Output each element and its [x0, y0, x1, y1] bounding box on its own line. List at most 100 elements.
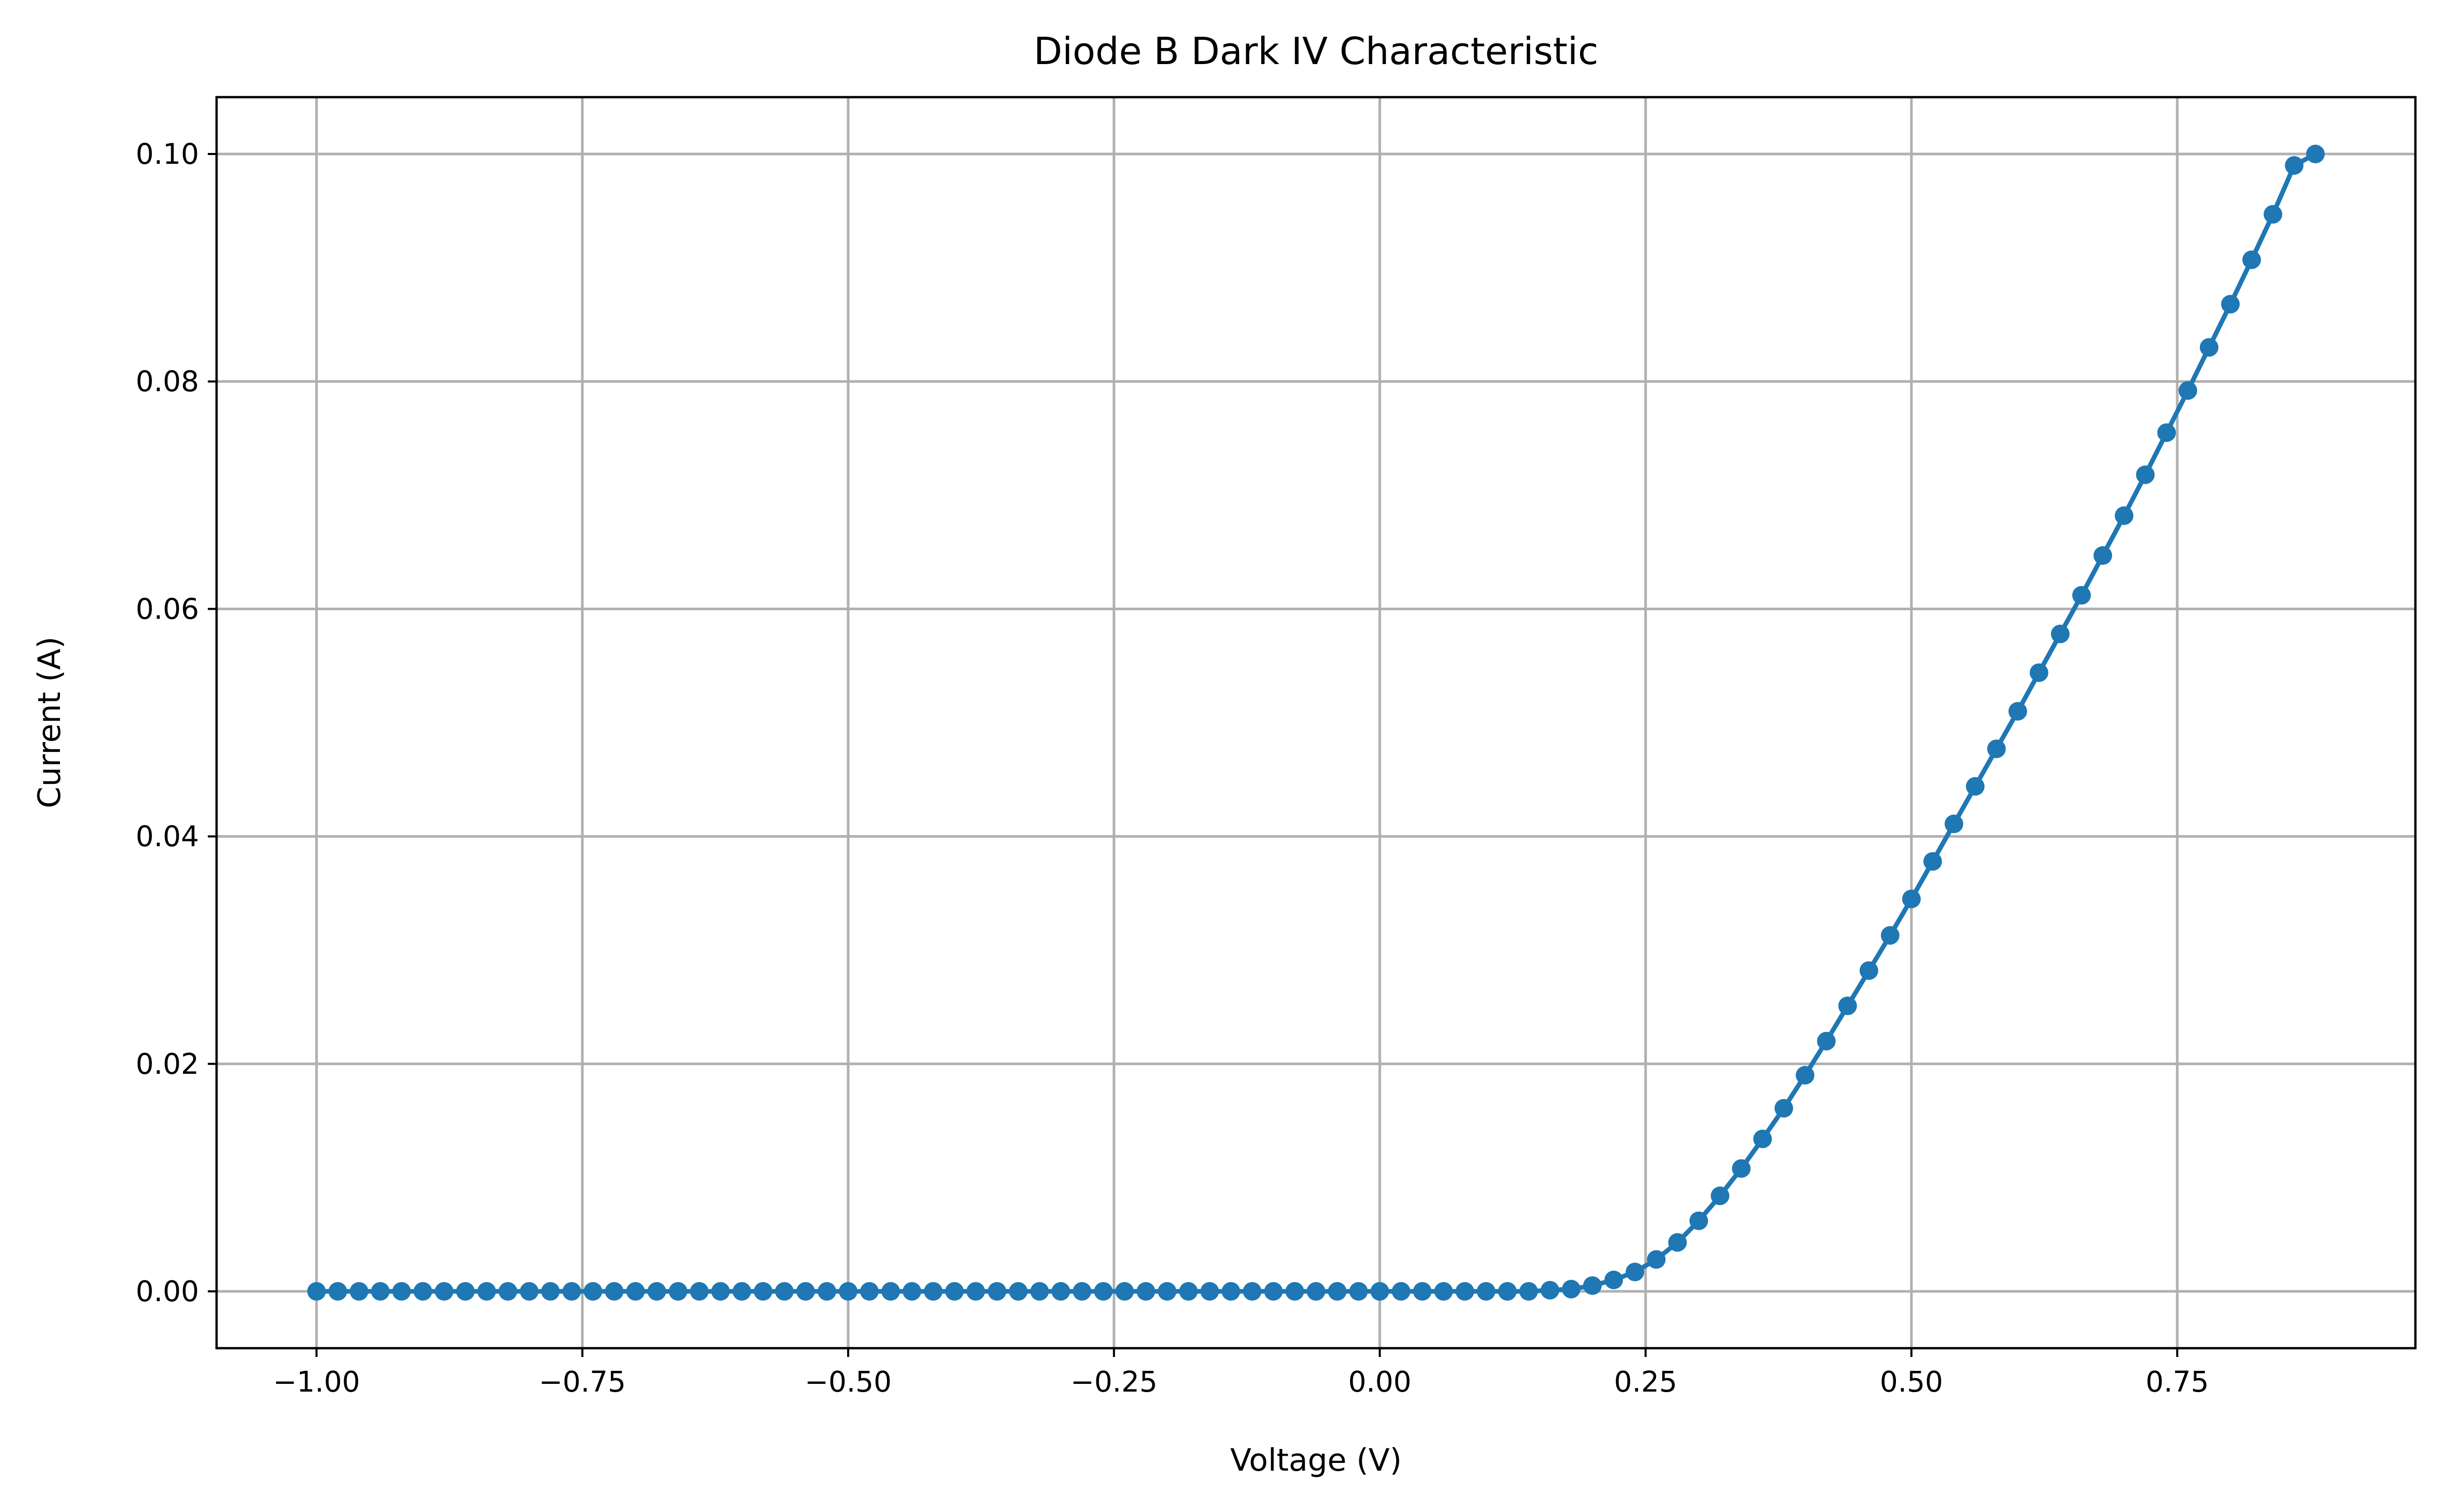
data-point: [1434, 1282, 1453, 1301]
y-tick-label: 0.08: [136, 365, 199, 398]
data-point: [647, 1282, 666, 1301]
data-point: [1562, 1279, 1581, 1299]
data-point: [817, 1282, 836, 1301]
x-tick-label: 0.75: [2146, 1365, 2209, 1398]
data-point: [1285, 1282, 1304, 1301]
data-point: [392, 1282, 411, 1301]
data-point: [1945, 814, 1964, 834]
data-point: [1923, 852, 1942, 871]
data-point: [1030, 1282, 1049, 1301]
data-point: [1498, 1282, 1517, 1301]
data-point: [2157, 423, 2176, 442]
y-tick-label: 0.00: [136, 1275, 199, 1308]
data-point: [966, 1282, 985, 1301]
data-point: [2285, 156, 2304, 175]
data-point: [1689, 1211, 1708, 1230]
data-point: [435, 1282, 454, 1301]
data-point: [1732, 1159, 1751, 1178]
data-point: [541, 1282, 560, 1301]
data-point: [1349, 1282, 1368, 1301]
data-point: [1136, 1282, 1155, 1301]
data-point: [349, 1282, 369, 1301]
data-point: [2306, 145, 2325, 163]
data-point: [711, 1282, 730, 1301]
data-point: [1774, 1099, 1794, 1118]
data-point: [371, 1282, 390, 1301]
data-point: [945, 1282, 964, 1301]
data-point: [838, 1282, 858, 1301]
x-tick-label: 0.50: [1880, 1365, 1943, 1398]
data-point: [1817, 1031, 1836, 1051]
data-point: [1987, 739, 2006, 759]
data-point: [1264, 1282, 1283, 1301]
data-point: [2008, 702, 2027, 721]
data-point: [775, 1282, 794, 1301]
data-point: [605, 1282, 624, 1301]
data-point: [860, 1282, 879, 1301]
data-point: [1880, 926, 1900, 945]
y-tick-label: 0.02: [136, 1047, 199, 1081]
data-point: [1009, 1282, 1028, 1301]
data-point: [1200, 1282, 1219, 1301]
y-tick-label: 0.04: [136, 820, 199, 853]
data-point: [668, 1282, 687, 1301]
data-point: [796, 1282, 815, 1301]
x-axis-title: Voltage (V): [1230, 1442, 1402, 1478]
data-point: [2263, 205, 2283, 224]
plot-series: [307, 145, 2325, 1301]
data-point: [1859, 961, 1878, 980]
data-point: [1668, 1233, 1687, 1252]
x-tick-label: 0.00: [1348, 1365, 1411, 1398]
x-tick-label: −0.25: [1070, 1365, 1158, 1398]
chart-title: Diode B Dark IV Characteristic: [1034, 29, 1599, 73]
data-point: [732, 1282, 752, 1301]
data-point: [881, 1282, 900, 1301]
data-point: [1838, 996, 1857, 1015]
data-point: [1626, 1262, 1645, 1282]
data-point: [1540, 1280, 1559, 1300]
data-point: [2136, 465, 2155, 484]
data-point: [1094, 1282, 1113, 1301]
data-point: [1073, 1282, 1092, 1301]
data-point: [1519, 1282, 1538, 1301]
data-point: [1796, 1066, 1815, 1085]
data-point: [987, 1282, 1006, 1301]
data-point: [2242, 250, 2261, 269]
data-point: [1370, 1282, 1389, 1301]
data-point: [2199, 338, 2218, 357]
data-point: [2178, 381, 2197, 400]
data-point: [690, 1282, 709, 1301]
data-point: [1115, 1282, 1134, 1301]
data-point: [2029, 663, 2048, 682]
data-point: [902, 1282, 922, 1301]
data-point: [328, 1282, 347, 1301]
data-point: [477, 1282, 496, 1301]
data-point: [498, 1282, 517, 1301]
data-point: [1583, 1276, 1602, 1295]
data-point: [2115, 506, 2134, 525]
data-point: [924, 1282, 943, 1301]
data-point: [1328, 1282, 1347, 1301]
data-point: [307, 1282, 326, 1301]
data-point: [1456, 1282, 1474, 1301]
data-point: [1391, 1282, 1411, 1301]
data-point: [1966, 777, 1985, 796]
data-point: [1179, 1282, 1198, 1301]
data-point: [1604, 1270, 1623, 1289]
data-point: [754, 1282, 773, 1301]
data-point: [1221, 1282, 1241, 1301]
data-point: [1307, 1282, 1325, 1301]
axis-ticks: −1.00 −0.75 −0.50 −0.25 0.00 0.25 0.50 0.75 0.00…: [136, 137, 2209, 1398]
data-point: [562, 1282, 581, 1301]
data-point: [1647, 1250, 1666, 1269]
data-point: [1158, 1282, 1176, 1301]
data-point: [2093, 546, 2113, 565]
y-tick-label: 0.10: [136, 137, 199, 171]
x-tick-label: −1.00: [273, 1365, 360, 1398]
data-point: [584, 1282, 603, 1301]
x-tick-label: −0.75: [539, 1365, 626, 1398]
data-point: [1753, 1130, 1772, 1148]
data-point: [2221, 295, 2240, 314]
